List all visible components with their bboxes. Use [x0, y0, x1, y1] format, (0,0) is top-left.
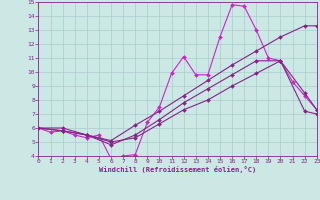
X-axis label: Windchill (Refroidissement éolien,°C): Windchill (Refroidissement éolien,°C): [99, 166, 256, 173]
